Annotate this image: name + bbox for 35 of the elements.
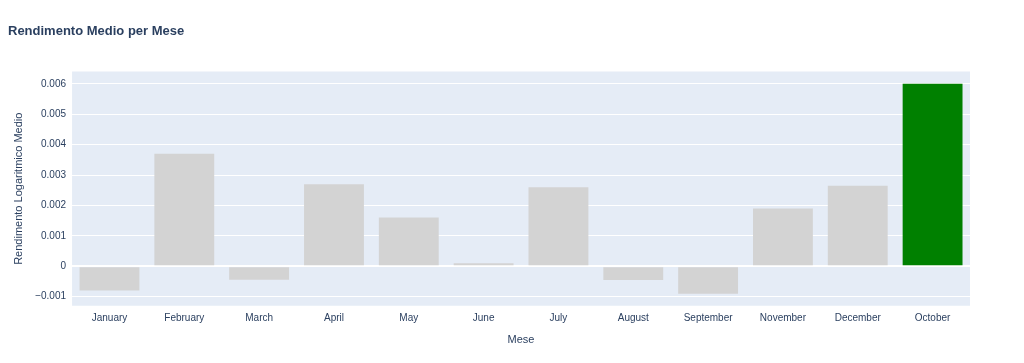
x-axis-title: Mese [507, 333, 535, 346]
bar [154, 153, 215, 266]
bar [229, 267, 290, 280]
x-tick-label: September [683, 311, 734, 323]
y-axis-title: Rendimento Logaritmico Medio [11, 112, 24, 265]
x-tick-label: January [91, 311, 128, 323]
y-tick-label: 0.006 [41, 77, 67, 89]
x-tick-label: June [472, 311, 495, 323]
x-tick-label: October [914, 311, 952, 323]
bar [304, 184, 364, 266]
bar [378, 217, 439, 266]
x-tick-label: April [323, 311, 344, 323]
x-tick-label: February [164, 311, 205, 323]
x-tick-label: August [617, 311, 650, 323]
bar [528, 187, 589, 266]
y-tick-label: 0.001 [41, 229, 67, 241]
bar [753, 208, 813, 266]
x-tick-label: July [549, 311, 568, 323]
y-tick-label: 0.003 [41, 168, 67, 180]
chart-title: Rendimento Medio per Mese [8, 23, 185, 39]
bar [678, 267, 739, 294]
bar [603, 267, 664, 280]
bar [827, 185, 888, 266]
y-tick-label: −0.001 [35, 290, 67, 302]
x-tick-label: December [834, 311, 882, 323]
x-tick-label: November [759, 311, 807, 323]
x-tick-label: March [245, 311, 274, 323]
y-tick-label: 0.005 [41, 107, 67, 119]
bar [453, 263, 514, 266]
y-tick-label: 0.004 [41, 138, 67, 150]
bar [902, 83, 963, 266]
x-tick-label: May [399, 311, 419, 323]
bar [79, 267, 140, 291]
y-tick-label: 0 [60, 260, 67, 272]
y-tick-label: 0.002 [41, 199, 67, 211]
